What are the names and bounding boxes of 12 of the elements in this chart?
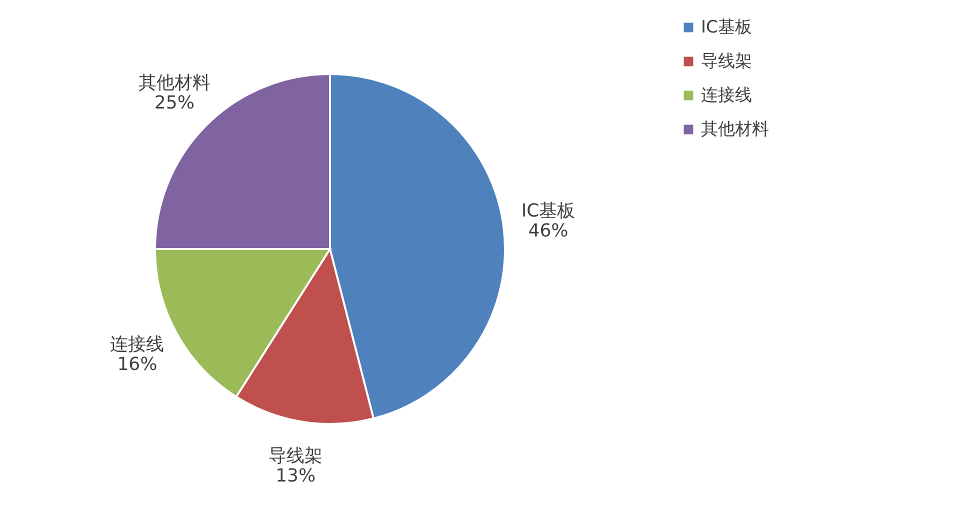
slice-label: 其他材料 [138, 72, 210, 94]
legend-label: 连接线 [701, 86, 752, 106]
slice-label: IC基板 [521, 200, 576, 222]
legend-label: IC基板 [701, 18, 752, 38]
slice-label: 连接线 [110, 334, 164, 355]
data-label: 13% [276, 465, 316, 486]
data-label: 25% [154, 92, 194, 114]
legend-label: 导线架 [701, 52, 752, 72]
legend-label: 其他材料 [701, 120, 769, 140]
data-label: 16% [117, 354, 158, 375]
data-label: 46% [528, 220, 568, 242]
slice-label: 导线架 [268, 445, 323, 466]
